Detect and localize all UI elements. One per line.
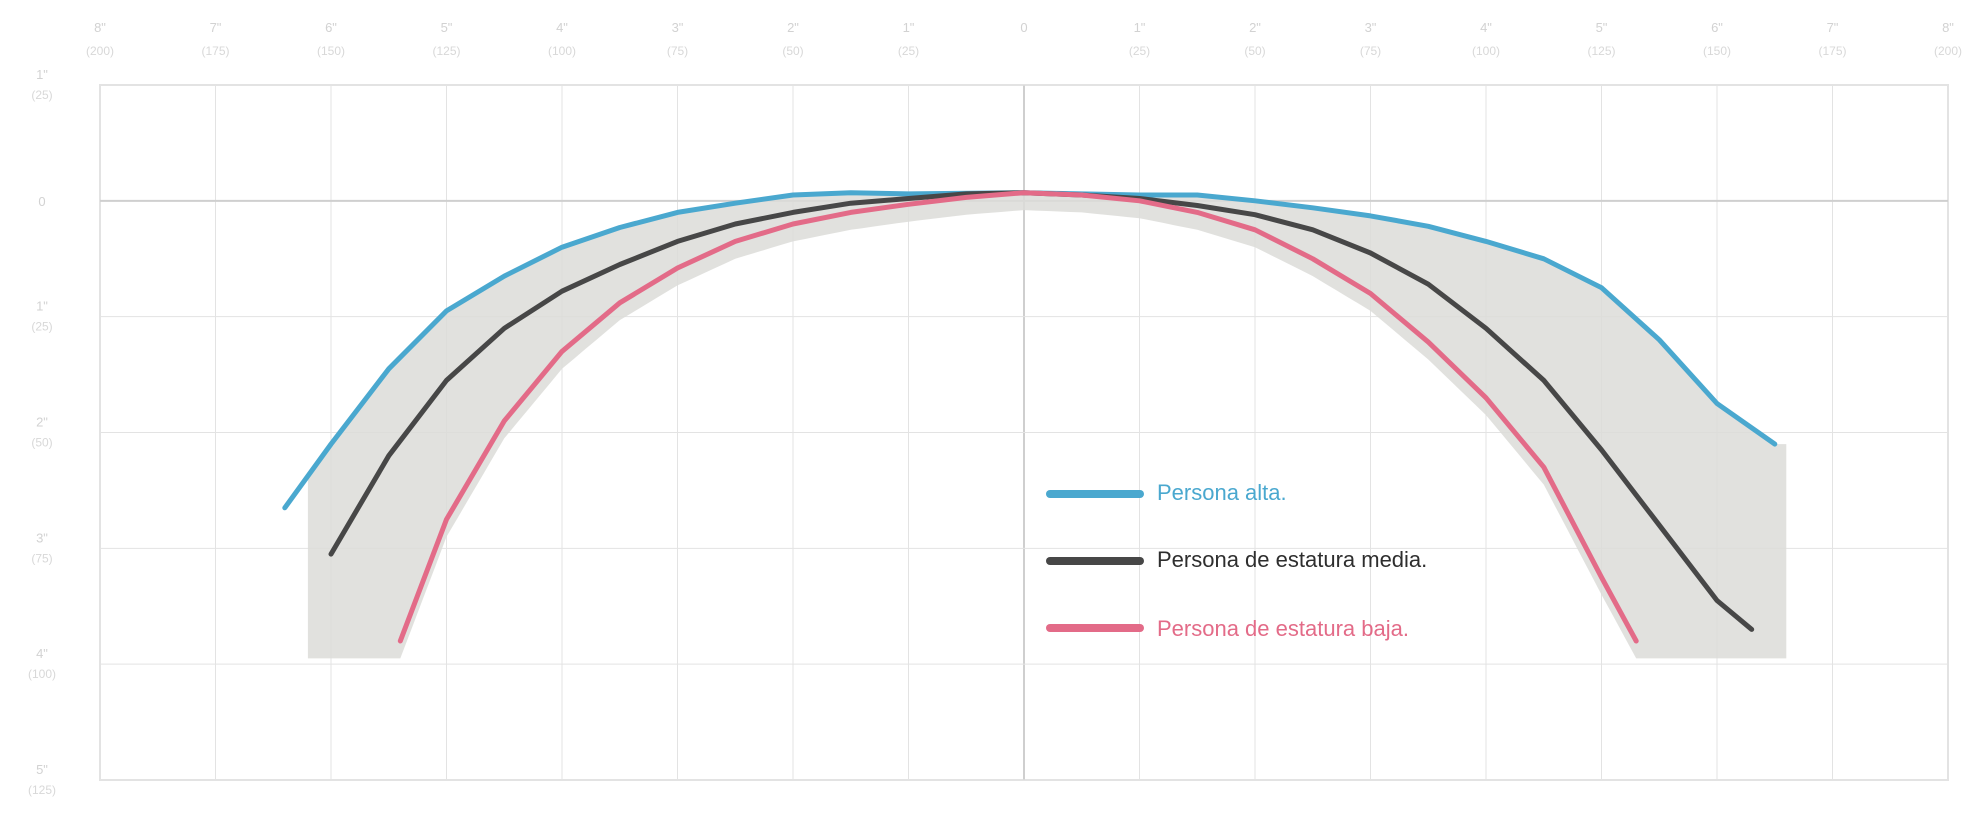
legend-item-media: Persona de estatura media. xyxy=(1046,547,1427,572)
sample-spread-band xyxy=(307,193,1787,659)
axis-ticks: 8" (200) 7" (175) 6" (150) 5" (125) 4" (100) 3" (75… xyxy=(28,20,1962,797)
series-lines xyxy=(282,190,1778,644)
legend-label-baja: Persona de estatura baja. xyxy=(1157,616,1409,641)
x-tick-label: 2" xyxy=(1249,20,1261,35)
grid xyxy=(99,84,1949,781)
legend-label-media: Persona de estatura media. xyxy=(1157,547,1427,572)
spread-band xyxy=(307,193,1787,659)
y-tick-sublabel: (25) xyxy=(31,88,52,102)
x-tick-sublabel: (25) xyxy=(1129,44,1150,58)
y-tick-label: 1" xyxy=(36,67,48,82)
x-tick-label: 0 xyxy=(1020,20,1027,35)
x-tick-label: 2" xyxy=(787,20,799,35)
legend: Persona alta. Persona de estatura media.… xyxy=(1046,480,1427,641)
x-tick-label: 7" xyxy=(210,20,222,35)
x-tick-sublabel: (100) xyxy=(1472,44,1500,58)
x-tick-sublabel: (50) xyxy=(782,44,803,58)
y-tick-label: 4" xyxy=(36,646,48,661)
x-tick-sublabel: (100) xyxy=(548,44,576,58)
x-tick-label: 5" xyxy=(441,20,453,35)
x-tick-sublabel: (125) xyxy=(432,44,460,58)
x-tick-sublabel: (200) xyxy=(86,44,114,58)
x-tick-label: 8" xyxy=(1942,20,1954,35)
legend-item-alta: Persona alta. xyxy=(1046,480,1287,505)
y-tick-label: 0 xyxy=(38,194,45,209)
x-tick-label: 6" xyxy=(325,20,337,35)
legend-label-alta: Persona alta. xyxy=(1157,480,1287,505)
y-tick-sublabel: (100) xyxy=(28,667,56,681)
y-tick-sublabel: (125) xyxy=(28,783,56,797)
y-tick-label: 2" xyxy=(36,415,48,430)
y-tick-label: 1" xyxy=(36,299,48,314)
y-tick-sublabel: (25) xyxy=(31,320,52,334)
x-tick-label: 6" xyxy=(1711,20,1723,35)
series-line-2 xyxy=(397,190,1639,644)
x-tick-label: 1" xyxy=(903,20,915,35)
x-tick-label: 4" xyxy=(1480,20,1492,35)
y-tick-label: 3" xyxy=(36,530,48,545)
x-tick-sublabel: (150) xyxy=(317,44,345,58)
x-tick-sublabel: (125) xyxy=(1587,44,1615,58)
x-tick-sublabel: (25) xyxy=(898,44,919,58)
x-tick-sublabel: (150) xyxy=(1703,44,1731,58)
legend-item-baja: Persona de estatura baja. xyxy=(1046,616,1409,641)
x-tick-label: 4" xyxy=(556,20,568,35)
x-tick-sublabel: (75) xyxy=(1360,44,1381,58)
x-tick-label: 7" xyxy=(1827,20,1839,35)
x-tick-sublabel: (200) xyxy=(1934,44,1962,58)
y-tick-sublabel: (75) xyxy=(31,551,52,565)
x-tick-sublabel: (50) xyxy=(1244,44,1265,58)
y-tick-sublabel: (50) xyxy=(31,436,52,450)
x-tick-sublabel: (175) xyxy=(1818,44,1846,58)
y-tick-label: 5" xyxy=(36,762,48,777)
x-tick-label: 8" xyxy=(94,20,106,35)
x-tick-label: 1" xyxy=(1134,20,1146,35)
x-tick-sublabel: (75) xyxy=(667,44,688,58)
x-tick-sublabel: (175) xyxy=(201,44,229,58)
x-tick-label: 3" xyxy=(1365,20,1377,35)
x-tick-label: 3" xyxy=(672,20,684,35)
x-tick-label: 5" xyxy=(1596,20,1608,35)
